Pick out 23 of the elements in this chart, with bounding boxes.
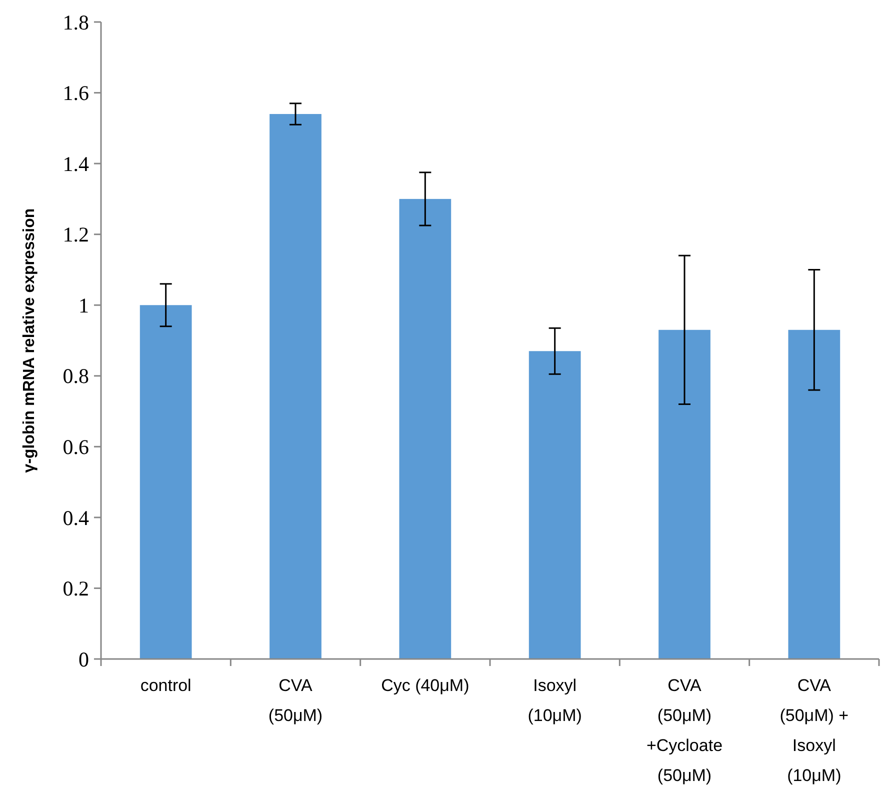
y-axis-title: γ-globin mRNA relative expression (21, 208, 38, 473)
y-tick-label: 1.6 (62, 81, 89, 106)
bar (270, 114, 322, 659)
bar (140, 305, 192, 659)
x-tick-label: CVA (50μM) (268, 676, 323, 725)
x-tick-label: CVA (50μM) + Isoxyl (10μM) (780, 676, 849, 785)
bar (528, 351, 581, 659)
y-tick-label: 0 (78, 647, 89, 672)
y-tick-label: 1.2 (62, 222, 89, 247)
bar (788, 330, 840, 659)
y-tick-label: 1.8 (62, 10, 89, 34)
y-tick-label: 0.6 (62, 435, 89, 460)
bar (658, 330, 710, 659)
x-tick-label: Isoxyl (10μM) (528, 676, 582, 725)
x-tick-label: CVA (50μM) +Cycloate (50μM) (646, 676, 723, 785)
y-tick-label: 0.8 (62, 364, 89, 388)
bar (399, 198, 452, 659)
y-tick-label: 0.2 (62, 576, 89, 601)
y-tick-label: 0.4 (62, 506, 90, 530)
y-tick-label: 1.4 (62, 152, 90, 176)
y-tick-label: 1 (78, 293, 89, 318)
x-tick-label: control (140, 676, 192, 695)
x-tick-label: Cyc (40μM) (381, 676, 470, 695)
